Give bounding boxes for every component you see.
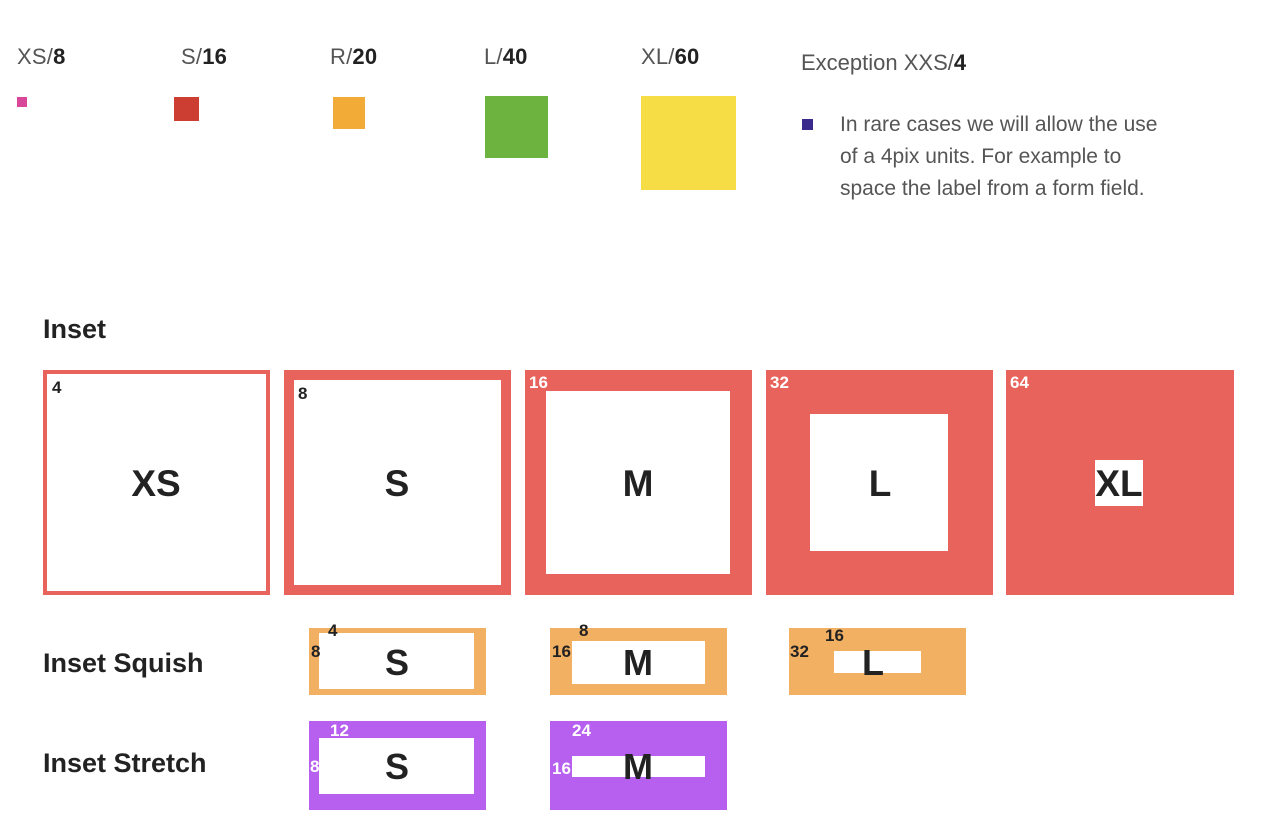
squish-s-label: S [384, 642, 410, 683]
squish-l-left: 32 [790, 642, 809, 661]
scale-label-r: R/20 [330, 44, 378, 69]
squish-m-content [572, 641, 705, 684]
swatch-r [333, 97, 365, 129]
stretch-m-top: 24 [572, 721, 591, 740]
stretch-s-content [319, 738, 474, 794]
squish-s-left: 8 [311, 642, 321, 661]
inset-xs-box [43, 370, 270, 595]
stretch-m-label: M [623, 746, 653, 787]
exception-line: space the label from a form field. [840, 177, 1145, 200]
squish-s-content [319, 633, 474, 689]
inset-m-content [546, 391, 730, 574]
scale-label-s: S/16 [181, 44, 228, 69]
inset-xs-value: 4 [52, 378, 62, 397]
swatch-xs [17, 97, 27, 107]
stretch-s-top: 12 [330, 721, 349, 740]
scale-label-xs: XS/8 [17, 44, 66, 69]
squish-s-top: 4 [328, 621, 338, 640]
inset-label: Inset [43, 314, 107, 344]
inset-xs-label: XS [131, 463, 181, 504]
exception-title: Exception XXS/4 [801, 50, 967, 75]
stretch-s-left: 8 [310, 757, 320, 776]
inset-l-label: L [868, 463, 892, 504]
inset-m-value: 16 [529, 373, 548, 392]
inset-xl-content [1095, 460, 1143, 506]
scale-label-l: L/40 [484, 44, 528, 69]
inset-xl-label: XL [1095, 463, 1143, 504]
inset-s-value: 8 [298, 384, 308, 403]
exception-text: In rare cases we will allow the use of a… [840, 109, 1260, 205]
squish-l-top: 16 [825, 626, 844, 645]
swatch-s [174, 97, 199, 121]
exception-line: of a 4pix units. For example to [840, 145, 1122, 168]
squish-l-content [834, 651, 921, 673]
scale-label-xl: XL/60 [641, 44, 700, 69]
squish-m-label: M [623, 642, 653, 683]
stretch-s-label: S [384, 746, 410, 787]
inset-s-label: S [384, 463, 410, 504]
exception-line: In rare cases we will allow the use [840, 113, 1158, 136]
inset-m-label: M [622, 463, 654, 504]
squish-m-top: 8 [579, 621, 589, 640]
stretch-m-left: 16 [552, 759, 571, 778]
inset-l-value: 32 [770, 373, 789, 392]
inset-xl-value: 64 [1010, 373, 1029, 392]
stretch-label: Inset Stretch [43, 748, 207, 778]
squish-label: Inset Squish [43, 648, 204, 678]
inset-s-box [284, 370, 511, 595]
bullet-icon [802, 119, 813, 130]
swatch-xl [641, 96, 736, 190]
inset-l-content [810, 414, 948, 551]
stretch-m-content [572, 756, 705, 777]
squish-l-label: L [862, 642, 884, 683]
swatch-l [485, 96, 548, 158]
squish-m-left: 16 [552, 642, 571, 661]
